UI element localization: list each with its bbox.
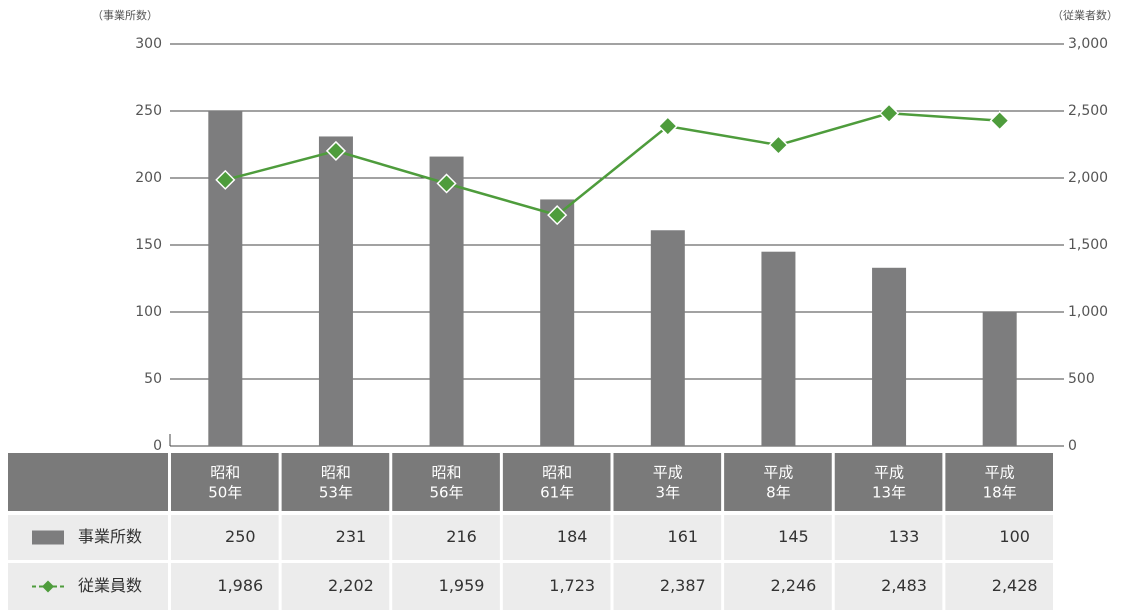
table-cell (392, 563, 500, 610)
table-value: 1,959 (439, 576, 485, 595)
line-marker (215, 169, 236, 190)
y2-tick-label: 1,500 (1068, 237, 1108, 253)
bar (650, 230, 685, 446)
line-marker (325, 140, 346, 161)
bar (872, 267, 907, 446)
y-tick-label: 200 (135, 170, 162, 186)
line (224, 112, 1000, 217)
line-marker (768, 134, 789, 156)
table-cell (945, 515, 1053, 560)
table-value: 250 (225, 527, 256, 546)
line-marker (547, 205, 568, 226)
table-cell (281, 515, 390, 560)
table-value: 231 (336, 527, 367, 546)
table-value: 2,483 (881, 576, 927, 595)
bar (318, 136, 353, 446)
table-cell (834, 515, 943, 560)
table-cell (724, 515, 832, 560)
table-header-cell (171, 453, 279, 511)
bar (540, 199, 575, 446)
table-header-cell (945, 453, 1053, 511)
x-tick-label: 平成 (653, 464, 683, 482)
y-tick-label: 250 (135, 103, 162, 119)
table-value: 216 (446, 527, 477, 546)
bar (761, 251, 796, 446)
table-cell (502, 515, 611, 560)
table-value: 145 (778, 527, 809, 546)
y-tick-label: 150 (135, 237, 162, 253)
y2-tick-label: 1,000 (1068, 304, 1108, 320)
bar (429, 156, 464, 446)
x-tick-label: 昭和 (321, 464, 351, 482)
x-tick-label: 昭和 (542, 464, 572, 482)
x-tick-label: 53年 (319, 484, 353, 502)
x-tick-label: 50年 (208, 484, 242, 502)
x-tick-label: 3年 (656, 484, 681, 502)
legend-marker (42, 580, 54, 593)
table-cell (834, 563, 943, 610)
table-cell (613, 515, 722, 560)
table-cell (281, 563, 390, 610)
table-value: 1,723 (549, 576, 595, 595)
table-value: 2,246 (771, 576, 817, 595)
y2-tick-label: 2,000 (1068, 170, 1108, 186)
y-tick-label: 0 (153, 438, 162, 454)
table-value: 100 (999, 527, 1030, 546)
x-tick-label: 56年 (430, 484, 464, 502)
y2-tick-label: 3,000 (1068, 36, 1108, 52)
x-tick-label: 昭和 (432, 464, 462, 482)
x-tick-label: 18年 (983, 484, 1017, 502)
table-cell (945, 563, 1053, 610)
table-header-cell (613, 453, 722, 511)
table-value: 2,428 (992, 576, 1038, 595)
y-tick-label: 300 (135, 36, 162, 52)
y2-tick-label: 2,500 (1068, 103, 1108, 119)
x-tick-label: 8年 (766, 484, 791, 502)
line-marker (436, 173, 457, 194)
y-tick-label: 50 (144, 371, 162, 387)
bar (982, 312, 1017, 446)
line-marker (657, 116, 678, 137)
table-value: 184 (557, 527, 588, 546)
y-tick-label: 100 (135, 304, 162, 320)
x-tick-label: 61年 (540, 484, 574, 502)
table-value: 2,387 (660, 576, 706, 595)
line-marker (989, 110, 1010, 131)
y-axis-label: （事業所数） (92, 9, 158, 22)
x-tick-label: 平成 (763, 464, 793, 482)
line-marker (879, 103, 900, 124)
table-header-cell (281, 453, 390, 511)
table-header-cell (834, 453, 943, 511)
table-cell (171, 515, 279, 560)
table-header-cell (724, 453, 832, 511)
table-value: 133 (889, 527, 920, 546)
table-cell (392, 515, 500, 560)
legend-label: 従業員数 (78, 576, 142, 595)
x-tick-label: 平成 (985, 464, 1015, 482)
legend-swatch (32, 530, 64, 545)
table-cell (171, 563, 279, 610)
legend-label: 事業所数 (78, 527, 142, 546)
table-header-cell (502, 453, 611, 511)
table-value: 2,202 (328, 576, 374, 595)
y2-axis-label: （従業者数） (1052, 9, 1118, 22)
bar (208, 111, 243, 446)
y2-tick-label: 0 (1068, 438, 1077, 454)
table-value: 161 (668, 527, 699, 546)
table-cell (724, 563, 832, 610)
x-tick-label: 昭和 (210, 464, 240, 482)
y2-tick-label: 500 (1068, 371, 1095, 387)
table-cell (613, 563, 722, 610)
x-tick-label: 13年 (872, 484, 906, 502)
table-value: 1,986 (217, 576, 263, 595)
table-header-cell (392, 453, 500, 511)
x-tick-label: 平成 (874, 464, 904, 482)
table-cell (502, 563, 611, 610)
table-header-cell (8, 453, 168, 511)
